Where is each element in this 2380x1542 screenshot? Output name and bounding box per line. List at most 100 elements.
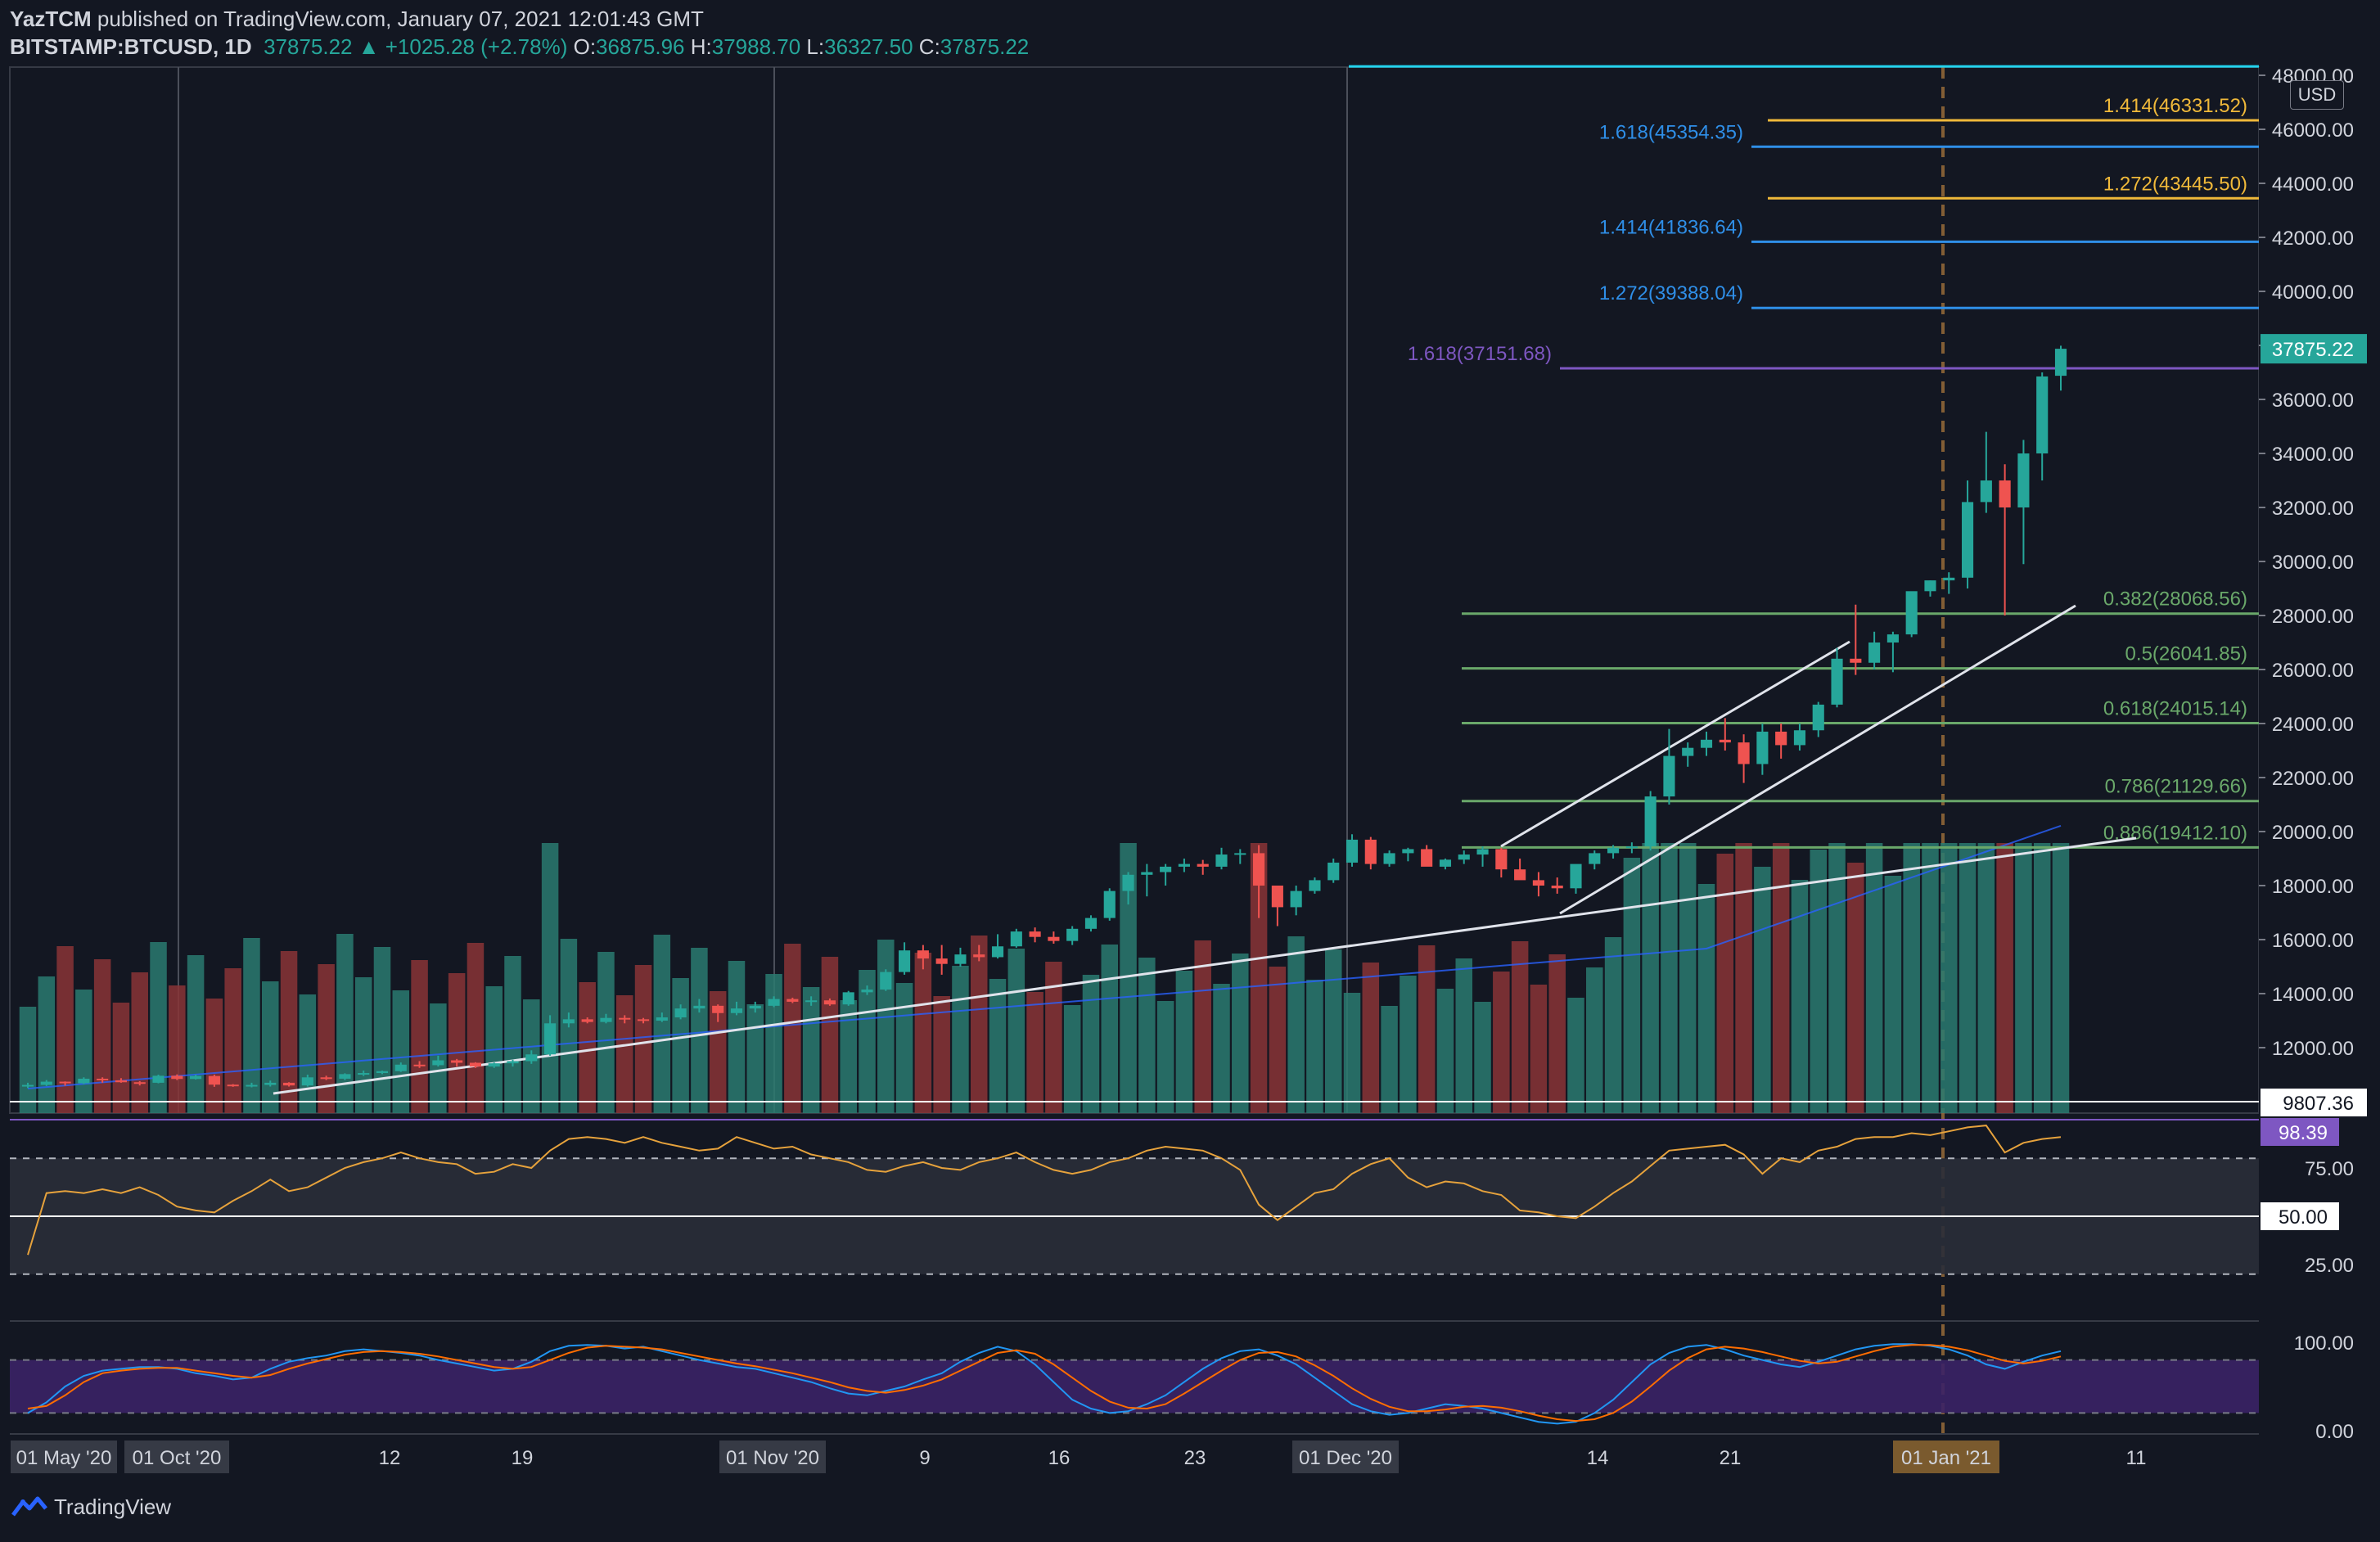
time-label-box: [1292, 1441, 1399, 1473]
volume-bar: [93, 959, 111, 1113]
currency-badge[interactable]: USD: [2290, 80, 2344, 110]
candle-up: [1961, 502, 1974, 578]
candle-up: [339, 1074, 351, 1079]
time-axis[interactable]: 01 May '20 01 Oct '20 12 19 01 Nov '20 9 16 23 0…: [10, 1433, 2259, 1473]
volume-bar: [354, 977, 372, 1113]
stoch-rsi-panel: 0.00 100.00: [10, 1320, 2354, 1443]
candle-up: [1402, 849, 1414, 854]
price-tick-label: 32000.00: [2272, 498, 2354, 520]
volume-bar: [1511, 941, 1529, 1113]
time-tick-label: 9: [919, 1447, 930, 1469]
volume-bar: [746, 1004, 764, 1113]
volume-bar: [1138, 958, 1156, 1113]
volume-bar: [989, 979, 1007, 1113]
candle-up: [1663, 755, 1675, 797]
candle-up: [21, 1084, 34, 1087]
candle-up: [1793, 730, 1806, 746]
fib-label: 1.414(46331.52): [2103, 95, 2247, 117]
candle-up: [1644, 796, 1657, 847]
volume-bar: [224, 968, 241, 1113]
candle-up: [1476, 849, 1489, 855]
time-label-box: [11, 1441, 117, 1473]
stoch-d-line: [27, 1344, 2062, 1423]
last-price-tag: [2261, 334, 2367, 364]
volume-bar: [840, 1000, 857, 1113]
candle-down: [581, 1019, 593, 1022]
tradingview-logo[interactable]: TradingView: [11, 1495, 171, 1520]
volume-bar: [1941, 843, 1958, 1113]
symbol-name[interactable]: BITSTAMP:BTCUSD, 1D: [10, 34, 252, 59]
candle-up: [2017, 453, 2030, 507]
volume-bar: [1045, 962, 1062, 1113]
candle-down: [282, 1082, 295, 1086]
time-tick-label: 01 May '20: [16, 1447, 112, 1469]
volume-bar: [448, 973, 466, 1113]
volume-bar: [1250, 843, 1268, 1113]
low-label: L:: [806, 34, 825, 59]
fib-label: 0.5(26041.85): [2125, 643, 2247, 665]
candle-down: [1999, 480, 2011, 507]
price-axis[interactable]: 12000.00 14000.00 16000.00 18000.00 20000.00…: [10, 64, 2367, 1116]
channel-lower-line: [1559, 604, 2076, 915]
time-tick-label: 01 Jan '21: [1901, 1447, 1991, 1469]
volume-bar: [1642, 843, 1659, 1113]
chart-canvas[interactable]: 1.618(50165.61)1.618(48328.55)1.414(4633…: [0, 64, 2380, 1481]
volume-bar: [1306, 980, 1323, 1113]
time-tick-label: 11: [2126, 1447, 2147, 1469]
fib-label: 1.272(39388.04): [1599, 282, 1743, 304]
price-tick-label: 42000.00: [2272, 228, 2354, 250]
price-tick-label: 44000.00: [2272, 174, 2354, 196]
axis-background: [2259, 67, 2380, 1442]
candle-down: [712, 1005, 724, 1013]
volume-bar: [1623, 858, 1641, 1113]
candle-down: [917, 950, 929, 959]
volume-bar: [38, 976, 56, 1113]
candles: [21, 345, 2067, 1089]
candle-down: [1850, 658, 1862, 663]
candle-up: [805, 1000, 818, 1003]
candle-up: [394, 1064, 407, 1071]
volume-bar: [1324, 949, 1342, 1113]
price-change: +1025.28 (+2.78%): [385, 34, 568, 59]
level-tag: [2261, 1089, 2367, 1116]
time-label-highlight: [1893, 1441, 1999, 1473]
volume-bar: [541, 843, 559, 1113]
candle-up: [2036, 376, 2049, 453]
volume-bar: [318, 964, 335, 1113]
candle-up: [1234, 853, 1246, 855]
volume-bar: [1007, 949, 1025, 1113]
tradingview-brand: TradingView: [54, 1495, 172, 1519]
candle-down: [1738, 742, 1750, 764]
candle-up: [768, 999, 780, 1006]
candle-up: [1010, 931, 1022, 947]
volume-bar: [56, 946, 74, 1113]
candle-up: [1066, 928, 1079, 941]
volume-bar: [187, 955, 205, 1113]
volume-bar: [821, 957, 839, 1113]
volume-bar: [112, 1003, 130, 1113]
volume-bar: [169, 985, 186, 1113]
volume-bar: [952, 966, 969, 1113]
price-tick-label: 30000.00: [2272, 552, 2354, 574]
level-tag-label: 9807.36: [2283, 1093, 2354, 1115]
candle-down: [59, 1081, 71, 1084]
rsi-tick-label: 75.00: [2305, 1158, 2354, 1180]
volume-bar: [653, 935, 671, 1113]
volume-bar: [1735, 843, 1752, 1113]
volume-bar: [1828, 843, 1846, 1113]
candle-up: [1756, 731, 1769, 764]
publisher-name[interactable]: YazTCM: [10, 7, 92, 31]
volume-bar: [597, 952, 615, 1113]
high-label: H:: [690, 34, 712, 59]
candle-up: [600, 1017, 612, 1022]
candle-up: [1570, 863, 1582, 889]
candle-up: [1700, 739, 1713, 748]
volume-bar: [1679, 843, 1697, 1113]
volume-bar: [1847, 863, 1864, 1113]
time-tick-label: 19: [512, 1447, 534, 1469]
volume-bar: [1493, 972, 1510, 1113]
volume-bar: [1287, 936, 1305, 1113]
time-tick-label: 01 Nov '20: [726, 1447, 819, 1469]
candle-down: [1197, 863, 1209, 867]
stoch-tick-label: 100.00: [2294, 1332, 2354, 1355]
